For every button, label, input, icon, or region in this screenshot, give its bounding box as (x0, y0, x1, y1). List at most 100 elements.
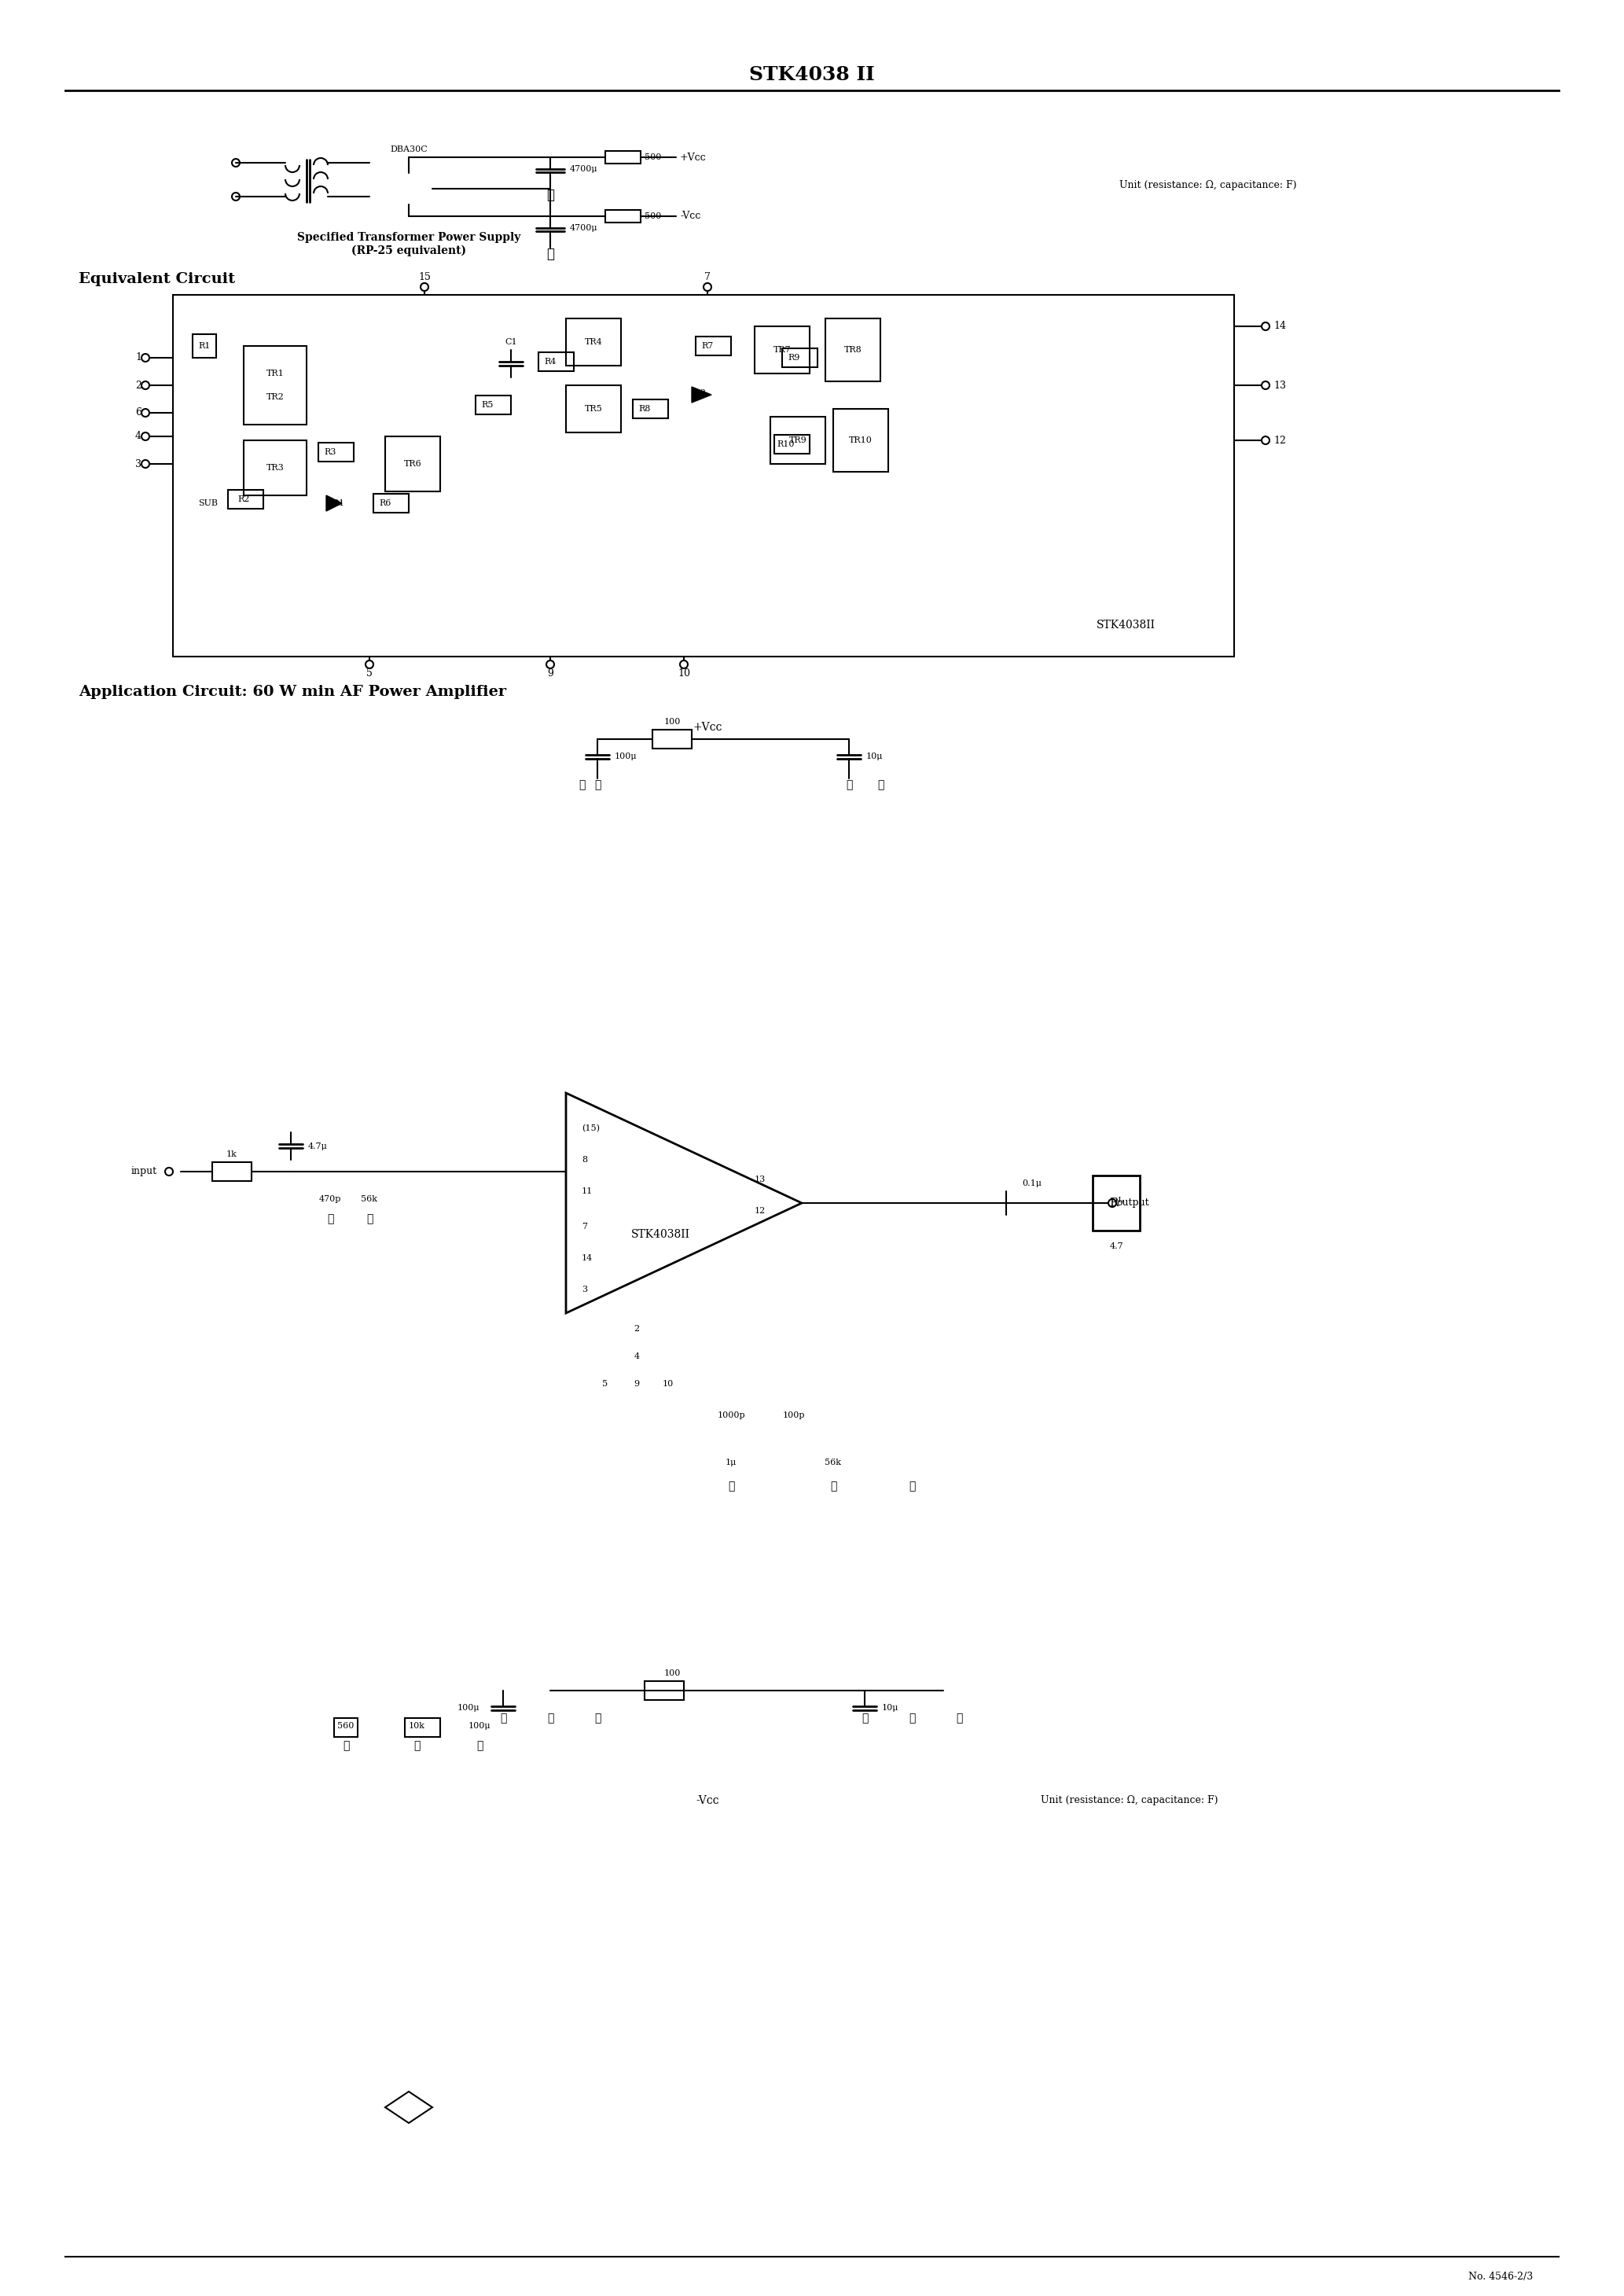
Text: 4700μ: 4700μ (570, 165, 598, 172)
Bar (374, 494, 409, 512)
Bar (653, 730, 692, 748)
Circle shape (703, 282, 711, 292)
Text: 5: 5 (367, 668, 372, 680)
Circle shape (232, 193, 240, 200)
Text: 11: 11 (581, 1187, 593, 1196)
Text: R6: R6 (378, 498, 391, 507)
Bar (335, 1717, 357, 1738)
Text: TR2: TR2 (266, 393, 284, 402)
Text: ⏚: ⏚ (365, 1212, 374, 1224)
Circle shape (1262, 381, 1270, 390)
Text: ⏚: ⏚ (846, 778, 853, 790)
Text: 4700μ: 4700μ (570, 225, 598, 232)
Text: ⏚: ⏚ (830, 1481, 836, 1492)
Text: 10: 10 (677, 668, 690, 680)
Bar (172, 294, 1234, 657)
Text: DBA30C: DBA30C (390, 145, 427, 154)
Text: 9: 9 (633, 1380, 640, 1387)
Text: R10: R10 (778, 441, 794, 448)
Text: TR3: TR3 (266, 464, 284, 471)
Text: 5: 5 (603, 1380, 607, 1387)
Bar (318, 443, 354, 461)
Text: STK4038 II: STK4038 II (749, 64, 875, 85)
Bar (476, 395, 512, 413)
Text: D2: D2 (693, 390, 706, 397)
Text: TR4: TR4 (585, 338, 603, 347)
Bar (213, 1162, 252, 1180)
Circle shape (141, 354, 149, 363)
Text: ⏚: ⏚ (343, 1740, 349, 1752)
Text: C1: C1 (505, 338, 516, 347)
Bar (1093, 1176, 1140, 1231)
Text: 4: 4 (135, 432, 141, 441)
Polygon shape (692, 386, 711, 402)
Text: 56k: 56k (825, 1458, 841, 1467)
Text: 500: 500 (645, 154, 661, 161)
Bar (783, 349, 817, 367)
Text: 1: 1 (135, 354, 141, 363)
Text: 4.7: 4.7 (1109, 1242, 1124, 1251)
Text: ⏚: ⏚ (547, 1713, 554, 1724)
Bar (606, 152, 640, 163)
Text: 9: 9 (547, 668, 554, 680)
Bar (244, 441, 307, 496)
Text: 10: 10 (663, 1380, 674, 1387)
Text: 1μ: 1μ (726, 1458, 737, 1467)
Bar (385, 436, 440, 491)
Circle shape (166, 1169, 172, 1176)
Text: SUB: SUB (198, 498, 218, 507)
Text: Equivalent Circuit: Equivalent Circuit (78, 271, 235, 287)
Text: D1: D1 (331, 498, 344, 507)
Text: TR7: TR7 (773, 347, 791, 354)
Text: R1: R1 (198, 342, 211, 349)
Circle shape (141, 459, 149, 468)
Text: TR10: TR10 (849, 436, 872, 443)
Text: -Vᴄᴄ: -Vᴄᴄ (695, 1795, 719, 1807)
Text: 6: 6 (135, 409, 141, 418)
Text: ⏚: ⏚ (861, 1713, 867, 1724)
Text: 1k: 1k (226, 1150, 237, 1157)
Circle shape (141, 409, 149, 418)
Circle shape (141, 381, 149, 390)
Text: R8: R8 (638, 404, 651, 413)
Text: 0.1μ: 0.1μ (1021, 1180, 1041, 1187)
Text: R3: R3 (325, 448, 336, 457)
Text: Application Circuit: 60 W min AF Power Amplifier: Application Circuit: 60 W min AF Power A… (78, 684, 507, 698)
Bar (770, 418, 825, 464)
Polygon shape (326, 496, 343, 512)
Text: +Vᴄᴄ: +Vᴄᴄ (693, 721, 723, 732)
Text: STK4038II: STK4038II (630, 1228, 690, 1240)
Circle shape (365, 661, 374, 668)
Text: 13: 13 (755, 1176, 767, 1182)
Text: TR8: TR8 (844, 347, 862, 354)
Text: 100: 100 (664, 719, 680, 726)
Bar (404, 1717, 440, 1738)
Text: 2: 2 (135, 381, 141, 390)
Text: 100μ: 100μ (468, 1722, 490, 1729)
Text: ⏚: ⏚ (908, 1481, 914, 1492)
Text: 12: 12 (1273, 436, 1286, 445)
Text: 7: 7 (581, 1224, 588, 1231)
Text: Unit (resistance: Ω, capacitance: F): Unit (resistance: Ω, capacitance: F) (1119, 179, 1298, 191)
Circle shape (680, 661, 689, 668)
Text: ⏚: ⏚ (955, 1713, 963, 1724)
Text: 100μ: 100μ (615, 753, 637, 760)
Text: ⏚: ⏚ (594, 778, 601, 790)
Text: ⏚: ⏚ (877, 778, 883, 790)
Circle shape (1108, 1199, 1116, 1208)
Circle shape (141, 432, 149, 441)
Bar (227, 489, 263, 510)
Text: ⏚: ⏚ (908, 1713, 914, 1724)
Text: 7: 7 (705, 273, 711, 282)
Text: ⏚: ⏚ (500, 1713, 507, 1724)
Bar (565, 319, 620, 365)
Text: output: output (1116, 1199, 1148, 1208)
Text: 560: 560 (338, 1722, 354, 1729)
Text: STK4038II: STK4038II (1096, 620, 1156, 631)
Text: 10μ: 10μ (866, 753, 883, 760)
Text: 1000p: 1000p (718, 1412, 745, 1419)
Text: 56k: 56k (361, 1196, 378, 1203)
Bar (193, 335, 216, 358)
Text: R9: R9 (788, 354, 801, 363)
Text: (15): (15) (581, 1125, 599, 1132)
